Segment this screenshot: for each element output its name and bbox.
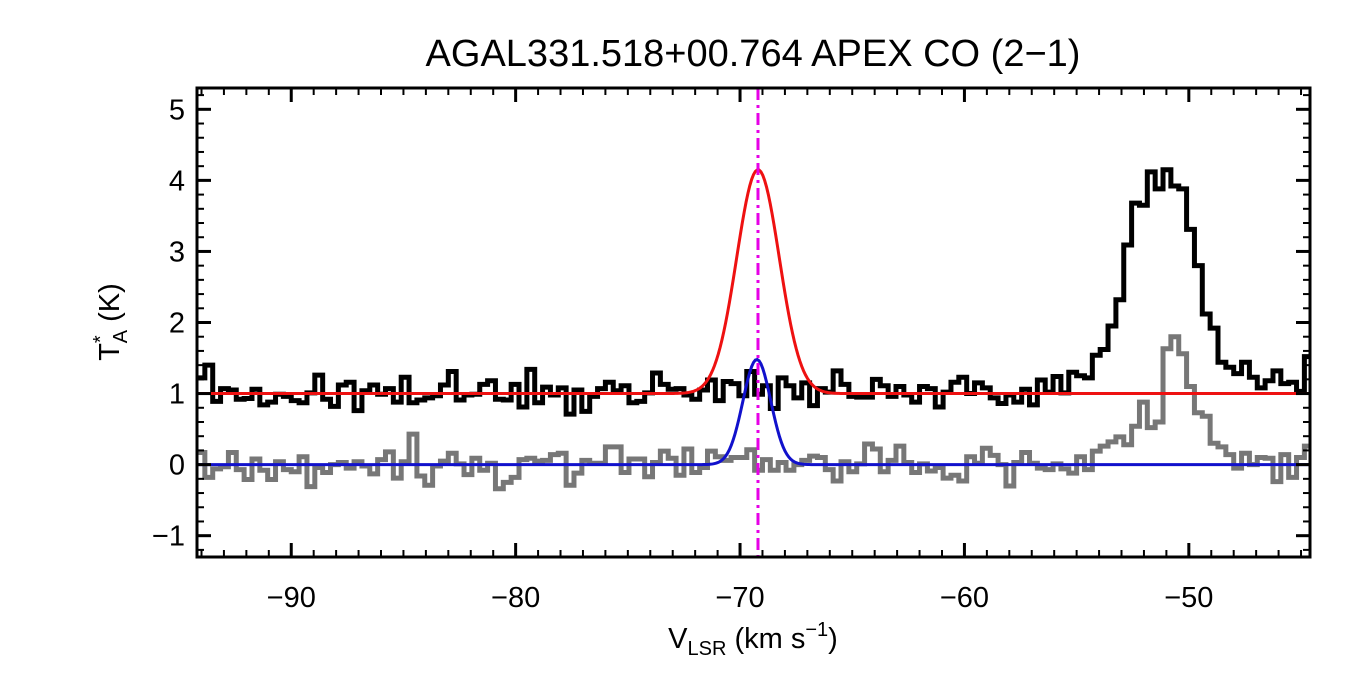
x-axis-label: VLSR (km s−1) [668, 619, 838, 660]
x-tick-label: −70 [715, 582, 764, 614]
plot-frame [195, 86, 1312, 559]
x-tick-label: −90 [267, 582, 316, 614]
y-tick-label: 5 [169, 94, 185, 126]
y-tick-label: 3 [169, 236, 185, 268]
residual-spectrum-line [197, 334, 1310, 492]
x-tick-label: −60 [940, 582, 989, 614]
y-tick-label: 1 [169, 379, 185, 411]
co-spectrum-line [197, 167, 1310, 417]
gaussian-fit-line [197, 168, 1310, 396]
y-axis-label: T*A (K) [90, 283, 132, 361]
axis-ticks: −90 −80 −70 −60 −50 −1 0 1 2 3 4 5 [152, 88, 1310, 614]
y-tick-label: −1 [152, 521, 185, 553]
residual-fit-line [197, 357, 1310, 467]
chart-title: AGAL331.518+00.764 APEX CO (2−1) [426, 33, 1081, 75]
y-tick-label: 4 [169, 165, 185, 197]
x-tick-label: −80 [491, 582, 540, 614]
y-tick-label: 0 [169, 450, 185, 482]
y-tick-label: 2 [169, 308, 185, 340]
series-layer [197, 167, 1310, 492]
x-tick-label: −50 [1164, 582, 1213, 614]
